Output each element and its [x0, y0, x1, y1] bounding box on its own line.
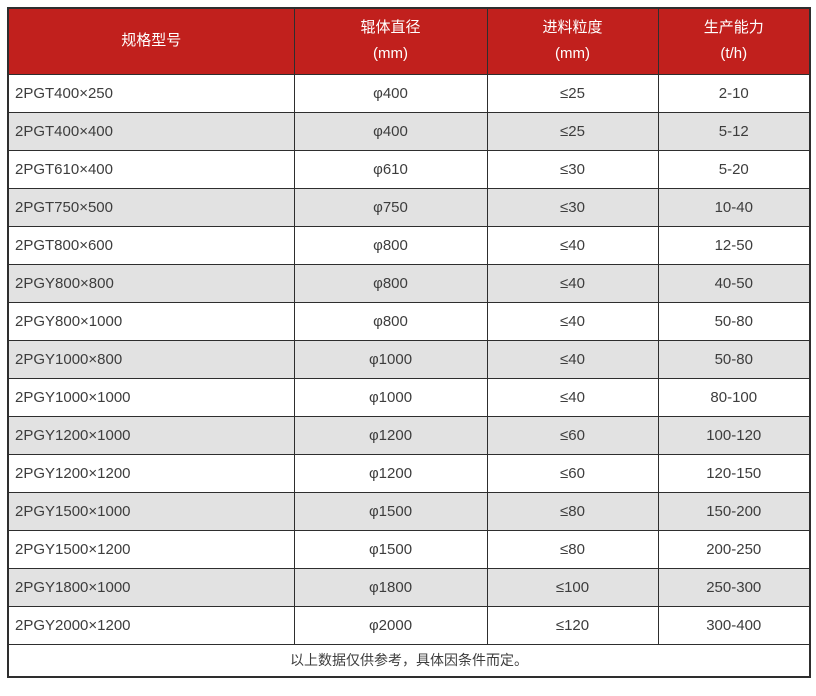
cell-capacity: 250-300 — [657, 567, 811, 607]
cell-feed-size: ≤80 — [486, 491, 659, 531]
cell-model: 2PGY1500×1000 — [7, 491, 295, 531]
cell-model: 2PGT610×400 — [7, 149, 295, 189]
table-row: 2PGY1200×1200 φ1200 ≤60 120-150 — [7, 453, 811, 493]
cell-feed-size: ≤40 — [486, 339, 659, 379]
spec-table-header: 规格型号 辊体直径 (mm) 进料粒度 (mm) 生产能力 (t/h) — [7, 7, 811, 75]
footer-row: 以上数据仅供参考，具体因条件而定。 — [7, 643, 811, 678]
cell-feed-size: ≤25 — [486, 73, 659, 113]
spec-table-footer: 以上数据仅供参考，具体因条件而定。 — [7, 643, 811, 678]
spec-table-body: 2PGT400×250 φ400 ≤25 2-10 2PGT400×400 φ400 ≤25… — [7, 73, 811, 645]
cell-feed-size: ≤60 — [486, 453, 659, 493]
header-model-title: 规格型号 — [121, 32, 182, 50]
header-row: 规格型号 辊体直径 (mm) 进料粒度 (mm) 生产能力 (t/h) — [7, 7, 811, 75]
cell-model: 2PGY1000×800 — [7, 339, 295, 379]
cell-roller-diameter: φ400 — [293, 111, 488, 151]
cell-roller-diameter: φ1000 — [293, 377, 488, 417]
cell-roller-diameter: φ2000 — [293, 605, 488, 645]
spec-table-container: 规格型号 辊体直径 (mm) 进料粒度 (mm) 生产能力 (t/h) 2PGT… — [7, 7, 811, 678]
footer-note: 以上数据仅供参考，具体因条件而定。 — [7, 643, 811, 678]
cell-roller-diameter: φ1200 — [293, 415, 488, 455]
cell-capacity: 2-10 — [657, 73, 811, 113]
cell-capacity: 12-50 — [657, 225, 811, 265]
cell-feed-size: ≤80 — [486, 529, 659, 569]
table-row: 2PGT750×500 φ750 ≤30 10-40 — [7, 187, 811, 227]
cell-roller-diameter: φ400 — [293, 73, 488, 113]
cell-capacity: 40-50 — [657, 263, 811, 303]
cell-model: 2PGY1000×1000 — [7, 377, 295, 417]
cell-feed-size: ≤60 — [486, 415, 659, 455]
header-roller-diameter: 辊体直径 (mm) — [293, 7, 488, 75]
header-capacity-title: 生产能力 — [703, 19, 764, 37]
header-capacity-unit: (t/h) — [720, 45, 748, 63]
header-roller-diameter-title: 辊体直径 — [360, 19, 421, 37]
cell-feed-size: ≤40 — [486, 225, 659, 265]
header-capacity: 生产能力 (t/h) — [657, 7, 811, 75]
cell-roller-diameter: φ1200 — [293, 453, 488, 493]
cell-capacity: 100-120 — [657, 415, 811, 455]
cell-feed-size: ≤40 — [486, 301, 659, 341]
spec-table: 规格型号 辊体直径 (mm) 进料粒度 (mm) 生产能力 (t/h) 2PGT… — [7, 7, 811, 678]
table-row: 2PGT610×400 φ610 ≤30 5-20 — [7, 149, 811, 189]
cell-capacity: 80-100 — [657, 377, 811, 417]
cell-capacity: 5-20 — [657, 149, 811, 189]
table-row: 2PGY1000×1000 φ1000 ≤40 80-100 — [7, 377, 811, 417]
cell-model: 2PGY1200×1000 — [7, 415, 295, 455]
cell-feed-size: ≤100 — [486, 567, 659, 607]
cell-capacity: 200-250 — [657, 529, 811, 569]
table-row: 2PGT400×250 φ400 ≤25 2-10 — [7, 73, 811, 113]
cell-feed-size: ≤30 — [486, 187, 659, 227]
table-row: 2PGY1500×1200 φ1500 ≤80 200-250 — [7, 529, 811, 569]
header-feed-size-title: 进料粒度 — [542, 19, 603, 37]
cell-model: 2PGY800×800 — [7, 263, 295, 303]
header-roller-diameter-unit: (mm) — [373, 45, 408, 63]
cell-model: 2PGY800×1000 — [7, 301, 295, 341]
table-row: 2PGY1000×800 φ1000 ≤40 50-80 — [7, 339, 811, 379]
table-row: 2PGY1800×1000 φ1800 ≤100 250-300 — [7, 567, 811, 607]
cell-capacity: 50-80 — [657, 301, 811, 341]
cell-model: 2PGY1800×1000 — [7, 567, 295, 607]
cell-roller-diameter: φ800 — [293, 301, 488, 341]
cell-capacity: 10-40 — [657, 187, 811, 227]
cell-roller-diameter: φ1500 — [293, 529, 488, 569]
table-row: 2PGY800×800 φ800 ≤40 40-50 — [7, 263, 811, 303]
cell-feed-size: ≤30 — [486, 149, 659, 189]
header-feed-size: 进料粒度 (mm) — [486, 7, 659, 75]
table-row: 2PGT800×600 φ800 ≤40 12-50 — [7, 225, 811, 265]
table-row: 2PGY2000×1200 φ2000 ≤120 300-400 — [7, 605, 811, 645]
cell-model: 2PGT750×500 — [7, 187, 295, 227]
cell-roller-diameter: φ1800 — [293, 567, 488, 607]
cell-capacity: 300-400 — [657, 605, 811, 645]
cell-feed-size: ≤25 — [486, 111, 659, 151]
cell-capacity: 5-12 — [657, 111, 811, 151]
cell-capacity: 120-150 — [657, 453, 811, 493]
cell-roller-diameter: φ1500 — [293, 491, 488, 531]
table-row: 2PGY1500×1000 φ1500 ≤80 150-200 — [7, 491, 811, 531]
header-feed-size-unit: (mm) — [555, 45, 590, 63]
cell-roller-diameter: φ750 — [293, 187, 488, 227]
table-row: 2PGY1200×1000 φ1200 ≤60 100-120 — [7, 415, 811, 455]
cell-feed-size: ≤40 — [486, 263, 659, 303]
cell-roller-diameter: φ800 — [293, 263, 488, 303]
cell-roller-diameter: φ800 — [293, 225, 488, 265]
cell-model: 2PGY1200×1200 — [7, 453, 295, 493]
cell-roller-diameter: φ610 — [293, 149, 488, 189]
table-row: 2PGY800×1000 φ800 ≤40 50-80 — [7, 301, 811, 341]
cell-model: 2PGT400×250 — [7, 73, 295, 113]
cell-feed-size: ≤40 — [486, 377, 659, 417]
cell-model: 2PGT400×400 — [7, 111, 295, 151]
header-model: 规格型号 — [7, 7, 295, 75]
table-row: 2PGT400×400 φ400 ≤25 5-12 — [7, 111, 811, 151]
cell-capacity: 50-80 — [657, 339, 811, 379]
cell-roller-diameter: φ1000 — [293, 339, 488, 379]
cell-model: 2PGT800×600 — [7, 225, 295, 265]
cell-feed-size: ≤120 — [486, 605, 659, 645]
cell-model: 2PGY1500×1200 — [7, 529, 295, 569]
cell-capacity: 150-200 — [657, 491, 811, 531]
cell-model: 2PGY2000×1200 — [7, 605, 295, 645]
